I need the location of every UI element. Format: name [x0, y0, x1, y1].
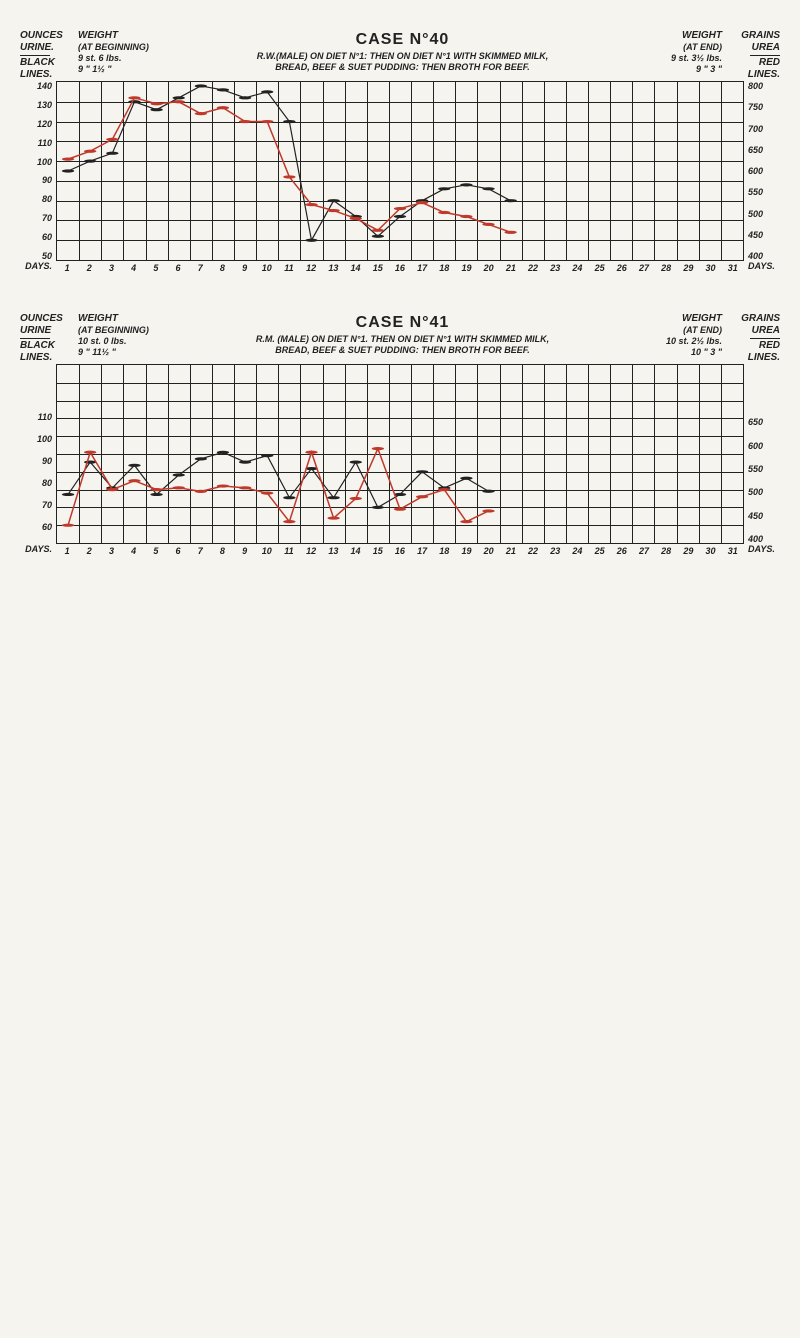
- y-axis-left: 1401301201101009080706050: [20, 81, 56, 261]
- plot-svg: [57, 365, 743, 543]
- chart-grid: [56, 81, 744, 261]
- case-title: CASE N°41: [163, 313, 642, 332]
- grains-urea-header: GRAINSUREA REDLINES.: [722, 313, 780, 364]
- case-title-block: CASE N°41 R.M. (MALE) ON DIET N°1. THEN …: [163, 313, 642, 356]
- ounces-urine-header: OUNCESURINE BLACKLINES.: [20, 313, 78, 364]
- chart-block: OUNCESURINE. BLACKLINES. WEIGHT(AT BEGIN…: [20, 30, 780, 273]
- y-axis-right: 800750700650600550500450400: [744, 81, 780, 261]
- grains-urea-header: GRAINSUREA REDLINES.: [722, 30, 780, 81]
- chart-grid: [56, 364, 744, 544]
- ounces-urine-header: OUNCESURINE. BLACKLINES.: [20, 30, 78, 81]
- y-axis-right: 650600550500450400: [744, 364, 780, 544]
- weight-end: WEIGHT(AT END) 10 st. 2½ lbs.10 " 3 ": [642, 313, 722, 357]
- days-label-right: DAYS.: [744, 261, 780, 273]
- case-title: CASE N°40: [163, 30, 642, 49]
- chart-block: OUNCESURINE BLACKLINES. WEIGHT(AT BEGINN…: [20, 313, 780, 556]
- weight-begin: WEIGHT(AT BEGINNING) 9 st. 6 lbs.9 " 1½ …: [78, 30, 163, 74]
- x-axis-days: 1234567891011121314151617181920212223242…: [56, 546, 744, 556]
- days-label-right: DAYS.: [744, 544, 780, 556]
- weight-end: WEIGHT(AT END) 9 st. 3½ lbs.9 " 3 ": [642, 30, 722, 74]
- y-axis-left: 11010090807060: [20, 364, 56, 544]
- x-axis-days: 1234567891011121314151617181920212223242…: [56, 263, 744, 273]
- days-label-left: DAYS.: [20, 544, 56, 556]
- plot-svg: [57, 82, 743, 260]
- case-title-block: CASE N°40 R.W.(MALE) ON DIET N°1: THEN O…: [163, 30, 642, 73]
- weight-begin: WEIGHT(AT BEGINNING) 10 st. 0 lbs.9 " 11…: [78, 313, 163, 357]
- days-label-left: DAYS.: [20, 261, 56, 273]
